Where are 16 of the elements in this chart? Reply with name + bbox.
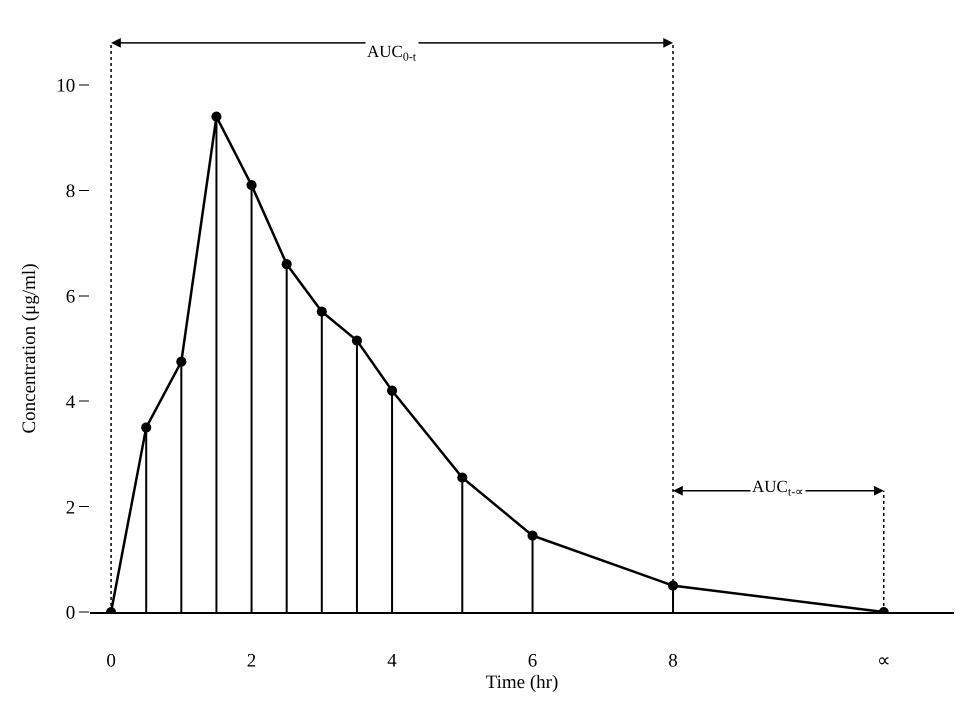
y-tick-label: 6 [66,286,76,308]
x-tick-label: 2 [246,650,256,672]
x-tick-label: ∝ [876,650,891,672]
y-tick-label: 10 [56,76,76,97]
annotation: AUC$_{t-∝}$ [752,477,804,499]
x-axis-title: Time (hr) [486,672,558,693]
x-tick-label: 4 [387,650,398,672]
x-tick-label: 8 [668,650,678,672]
text: AUC$_{0-t}$ [367,42,417,64]
x-tick-label: 0 [106,650,116,672]
x-tick-label: 6 [528,650,538,672]
y-tick-label: 2 [66,497,76,518]
y-tick-label: 8 [66,181,76,202]
y-tick-label: 4 [66,392,76,413]
y-tick-label: 0 [66,602,76,624]
y-axis-title: Concentration (μg/ml) [19,263,40,434]
